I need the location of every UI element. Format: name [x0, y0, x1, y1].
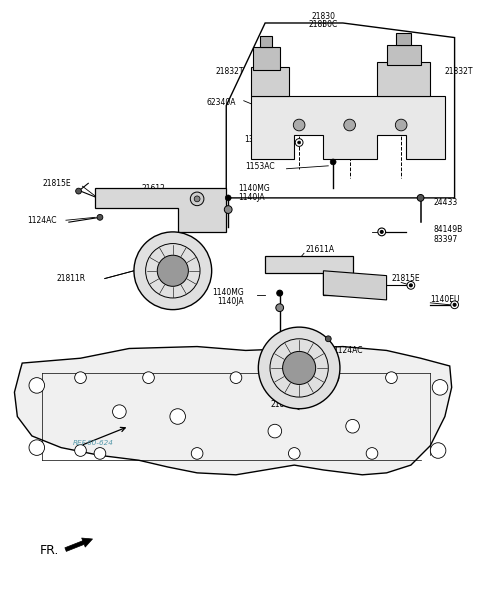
Polygon shape — [377, 62, 430, 96]
Text: FR.: FR. — [40, 544, 59, 557]
Polygon shape — [14, 346, 452, 475]
Circle shape — [451, 301, 458, 309]
Circle shape — [407, 282, 415, 289]
Circle shape — [330, 159, 336, 165]
Circle shape — [288, 448, 300, 459]
Circle shape — [143, 372, 155, 384]
Circle shape — [268, 424, 282, 438]
Polygon shape — [324, 271, 386, 300]
Circle shape — [277, 290, 283, 296]
Circle shape — [97, 214, 103, 220]
Circle shape — [417, 194, 424, 201]
Text: 1140JA: 1140JA — [238, 194, 264, 203]
Text: 21830C: 21830C — [309, 20, 338, 30]
Circle shape — [94, 448, 106, 459]
Polygon shape — [260, 36, 272, 48]
Circle shape — [75, 445, 86, 456]
Circle shape — [276, 304, 284, 312]
Circle shape — [396, 119, 407, 131]
Circle shape — [170, 409, 185, 424]
Circle shape — [191, 448, 203, 459]
Text: 21830: 21830 — [312, 12, 336, 21]
Circle shape — [113, 405, 126, 418]
Circle shape — [295, 138, 303, 146]
Text: 21815E: 21815E — [391, 274, 420, 283]
Circle shape — [293, 119, 305, 131]
Text: 1140JA: 1140JA — [217, 298, 244, 307]
Circle shape — [76, 188, 82, 194]
Polygon shape — [253, 48, 280, 69]
Circle shape — [29, 440, 45, 456]
Polygon shape — [386, 45, 420, 65]
Text: 83397: 83397 — [433, 235, 457, 244]
Polygon shape — [396, 33, 411, 45]
Circle shape — [432, 380, 448, 395]
Circle shape — [380, 230, 383, 233]
Circle shape — [224, 206, 232, 213]
Circle shape — [453, 304, 456, 307]
Polygon shape — [95, 188, 226, 232]
Text: 21832T: 21832T — [215, 67, 244, 76]
Circle shape — [430, 443, 446, 459]
Circle shape — [378, 228, 385, 236]
Circle shape — [298, 141, 300, 144]
Text: 21612: 21612 — [142, 184, 165, 192]
Text: 1124AC: 1124AC — [333, 346, 363, 355]
Circle shape — [366, 448, 378, 459]
Text: 21811R: 21811R — [56, 274, 85, 283]
Polygon shape — [226, 23, 455, 198]
Text: 21815E: 21815E — [42, 179, 71, 188]
Text: 21611A: 21611A — [306, 245, 335, 254]
Text: 1153AC: 1153AC — [245, 162, 275, 171]
Circle shape — [190, 192, 204, 206]
Text: 21811L: 21811L — [271, 400, 299, 409]
Circle shape — [325, 336, 331, 342]
Text: 21832T: 21832T — [445, 67, 473, 76]
Polygon shape — [265, 256, 353, 295]
Circle shape — [225, 195, 231, 201]
Circle shape — [194, 196, 200, 202]
Circle shape — [134, 232, 212, 309]
Circle shape — [75, 372, 86, 384]
Text: 1339GA: 1339GA — [244, 135, 275, 144]
Circle shape — [29, 378, 45, 393]
Text: 1124AC: 1124AC — [27, 216, 56, 225]
Circle shape — [230, 372, 242, 384]
Text: 1140EU: 1140EU — [430, 295, 460, 304]
Text: 1140MG: 1140MG — [238, 184, 270, 192]
Circle shape — [385, 372, 397, 384]
Circle shape — [327, 372, 339, 384]
Text: 1140MG: 1140MG — [212, 287, 244, 296]
Text: 24433: 24433 — [433, 198, 457, 207]
Circle shape — [157, 255, 188, 286]
Polygon shape — [251, 96, 445, 159]
Text: 84149B: 84149B — [433, 226, 462, 235]
Circle shape — [344, 119, 356, 131]
Text: REF.60-624: REF.60-624 — [73, 440, 114, 446]
Circle shape — [409, 284, 412, 287]
Circle shape — [346, 419, 360, 433]
Circle shape — [258, 327, 340, 409]
Polygon shape — [251, 67, 289, 96]
Circle shape — [283, 352, 316, 384]
Text: 62340A: 62340A — [206, 98, 236, 107]
